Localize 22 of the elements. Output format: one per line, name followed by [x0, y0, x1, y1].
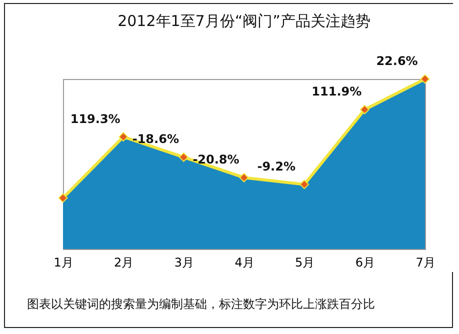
x-tick-label: 5月	[295, 256, 315, 270]
point	[420, 74, 430, 84]
chart-title: 2012年1至7月份“阀门”产品关注趋势	[118, 12, 370, 30]
x-tick-label: 3月	[174, 256, 194, 270]
point	[178, 152, 188, 162]
x-tick-label: 4月	[234, 256, 254, 270]
point	[58, 193, 68, 203]
x-tick-label: 7月	[416, 256, 436, 270]
point	[118, 132, 128, 142]
annotation: 119.3%	[70, 112, 120, 126]
annotation: -20.8%	[192, 152, 240, 167]
annotation: -9.2%	[257, 159, 296, 174]
text: 图表以关键词的搜索量为编制基础，标注数字为环比上涨跌百分比	[27, 296, 375, 313]
point	[300, 180, 310, 190]
x-tick-label: 2月	[114, 256, 134, 270]
point	[239, 172, 249, 182]
annotation: 111.9%	[312, 84, 362, 99]
x-tick-label: 6月	[355, 256, 375, 270]
point	[360, 104, 370, 114]
annotation: -18.6%	[132, 132, 179, 146]
annotation: 22.6%	[376, 54, 418, 68]
x-tick-label: 1月	[54, 256, 74, 270]
